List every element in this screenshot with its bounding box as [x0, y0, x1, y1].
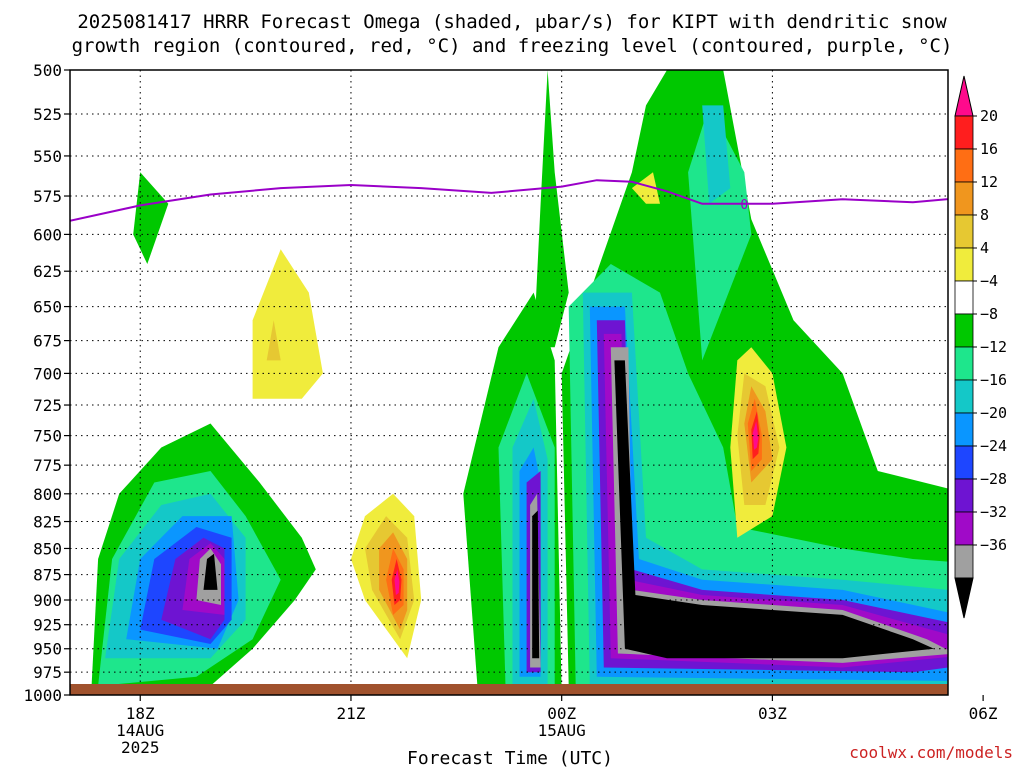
- colorbar-label: −28: [980, 470, 1007, 488]
- y-tick-label: 750: [33, 427, 62, 446]
- y-tick-label: 875: [33, 566, 62, 585]
- colorbar-segment: [954, 379, 974, 414]
- omega-region-9: [688, 105, 752, 361]
- omega-region-44: [394, 569, 400, 595]
- colorbar-segment: [954, 247, 974, 282]
- colorbar-label: −24: [980, 437, 1007, 455]
- y-axis: 500 525 550 575 600 625 650 675 700 725 750 775 800 8…: [23, 61, 70, 705]
- x-tick-label: 06Z: [969, 704, 998, 723]
- colorbar-segment: [954, 445, 974, 480]
- y-tick-label: 975: [33, 663, 62, 682]
- colorbar-segment: [954, 115, 974, 150]
- omega-region-2: [533, 70, 569, 348]
- colorbar-segment: [954, 313, 974, 348]
- omega-region-30: [614, 360, 934, 659]
- colorbar-label: 20: [980, 107, 998, 125]
- gridlines: [70, 70, 948, 695]
- y-tick-label: 550: [33, 147, 62, 166]
- y-tick-label: 825: [33, 513, 62, 532]
- y-tick-label: 900: [33, 591, 62, 610]
- omega-region-45: [752, 421, 759, 450]
- plot-area: 0: [69, 69, 949, 696]
- colorbar-segment: [954, 412, 974, 447]
- omega-shading: [91, 70, 948, 695]
- y-tick-label: 800: [33, 485, 62, 504]
- y-tick-label: 700: [33, 364, 62, 383]
- y-tick-label: 525: [33, 105, 62, 124]
- y-tick-label: 725: [33, 396, 62, 415]
- y-tick-label: 575: [33, 187, 62, 206]
- colorbar-label: −12: [980, 338, 1007, 356]
- freezing-level-layer: 0: [70, 179, 948, 222]
- chart-title-line1: 2025081417 HRRR Forecast Omega (shaded, …: [77, 11, 947, 33]
- colorbar-segment: [954, 346, 974, 381]
- colorbar-label: 12: [980, 173, 998, 191]
- omega-region-29: [532, 510, 540, 659]
- x-tick-year: 2025: [121, 738, 160, 757]
- colorbar-bottom-arrow: [954, 577, 974, 619]
- x-tick-label: 21Z: [337, 704, 366, 723]
- x-tick-label: 18Z: [126, 704, 155, 723]
- y-tick-label: 675: [33, 332, 62, 351]
- colorbar-label: 16: [980, 140, 998, 158]
- colorbar-segment: [954, 214, 974, 249]
- colorbar: 20 16 12 8 4 −4 −8 −12 −16 −20 −24 −28 −32 −36: [954, 75, 1007, 619]
- y-tick-label: 625: [33, 262, 62, 281]
- colorbar-label: 4: [980, 239, 989, 257]
- colorbar-segment: [954, 148, 974, 183]
- freezing-level-label: 0: [740, 198, 748, 213]
- colorbar-top-arrow: [954, 75, 974, 117]
- y-tick-label: 850: [33, 539, 62, 558]
- y-tick-label: 925: [33, 616, 62, 635]
- y-tick-label: 950: [33, 640, 62, 659]
- y-tick-label: 650: [33, 298, 62, 317]
- y-tick-label: 500: [33, 61, 62, 80]
- plot-border: [69, 69, 949, 696]
- chart-title-line2: growth region (contoured, red, °C) and f…: [72, 35, 953, 57]
- colorbar-segment: [954, 181, 974, 216]
- y-tick-label: 1000: [23, 686, 62, 705]
- x-axis: 18Z14AUG202521Z00Z15AUG03Z06Z09Z: [116, 695, 998, 757]
- y-tick-label: 600: [33, 225, 62, 244]
- colorbar-segment: [954, 544, 974, 579]
- y-tick-label: 775: [33, 456, 62, 475]
- omega-region-31: [252, 249, 323, 399]
- omega-region-28: [203, 553, 218, 590]
- x-tick-date: 14AUG: [116, 721, 164, 740]
- colorbar-label: −16: [980, 371, 1007, 389]
- x-tick-label: 00Z: [547, 704, 576, 723]
- x-axis-title: Forecast Time (UTC): [407, 748, 613, 768]
- omega-region-32: [631, 172, 660, 204]
- freezing-level-line: [70, 179, 948, 222]
- colorbar-segment: [954, 280, 974, 315]
- x-tick-date: 15AUG: [538, 721, 586, 740]
- colorbar-segment: [954, 478, 974, 513]
- colorbar-label: −4: [980, 272, 998, 290]
- credit-text: coolwx.com/models: [849, 743, 1013, 762]
- colorbar-label: −20: [980, 404, 1007, 422]
- colorbar-segment: [954, 511, 974, 546]
- colorbar-label: 8: [980, 206, 989, 224]
- colorbar-label: −8: [980, 305, 998, 323]
- omega-region-4: [133, 172, 169, 264]
- ground-strip: [70, 684, 948, 695]
- omega-region-10: [702, 105, 731, 204]
- colorbar-label: −36: [980, 536, 1007, 554]
- x-tick-label: 03Z: [758, 704, 787, 723]
- colorbar-label: −32: [980, 503, 1007, 521]
